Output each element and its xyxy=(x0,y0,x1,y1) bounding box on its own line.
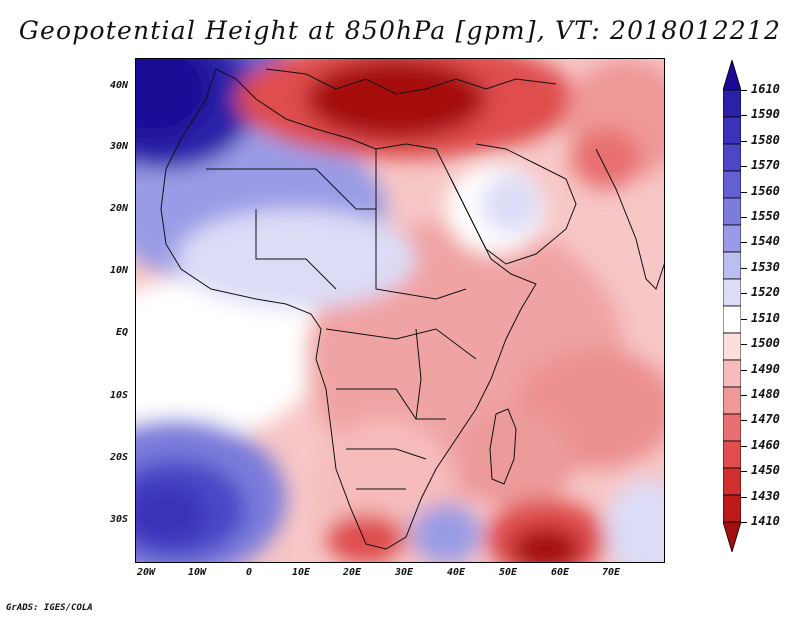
colorbar-tick xyxy=(741,344,747,346)
colorbar-swatch xyxy=(723,278,741,307)
colorbar-swatch xyxy=(723,305,741,334)
colorbar-tick xyxy=(741,115,747,117)
lon-label-10w: 10W xyxy=(187,567,207,578)
colorbar-swatch xyxy=(723,116,741,145)
colorbar-tick xyxy=(741,496,747,498)
colorbar-swatch xyxy=(723,494,741,523)
colorbar-tick xyxy=(741,318,747,320)
colorbar-label: 1410 xyxy=(751,514,780,528)
colorbar-tick xyxy=(741,166,747,168)
lon-label-20e: 20E xyxy=(342,567,362,578)
colorbar-swatch xyxy=(723,143,741,172)
colorbar-swatch xyxy=(723,251,741,280)
colorbar-label: 1460 xyxy=(751,437,780,452)
lon-label-70e: 70E xyxy=(601,567,621,578)
lat-label-10n: 10N xyxy=(109,265,128,276)
colorbar-top-arrow xyxy=(723,60,741,91)
colorbar-swatch xyxy=(723,359,741,388)
lat-label-30n: 30N xyxy=(109,141,128,152)
colorbar-tick xyxy=(741,293,747,295)
colorbar-tick xyxy=(741,522,747,523)
colorbar-label: 1430 xyxy=(751,488,780,503)
colorbar-label: 1580 xyxy=(751,132,780,147)
colorbar-tick xyxy=(741,140,747,142)
lat-label-40n: 40N xyxy=(109,80,128,91)
colorbar-swatch xyxy=(723,332,741,361)
colorbar-label: 1550 xyxy=(751,209,780,224)
colorbar-label: 1510 xyxy=(751,310,780,325)
colorbar-label: 1470 xyxy=(751,412,780,427)
colorbar-label: 1490 xyxy=(751,361,780,376)
colorbar-swatch xyxy=(723,224,741,253)
colorbar-tick xyxy=(741,471,747,473)
colorbar-label: 1530 xyxy=(751,259,780,274)
colorbar-swatch xyxy=(723,386,741,415)
lon-label-30e: 30E xyxy=(394,567,414,578)
colorbar-label: 1450 xyxy=(751,463,780,478)
colorbar-tick xyxy=(741,445,747,447)
colorbar-swatch xyxy=(723,440,741,469)
colorbar-label: 1500 xyxy=(751,336,780,351)
lon-label-60e: 60E xyxy=(550,567,570,578)
colorbar-tick xyxy=(741,420,747,422)
colorbar-tick xyxy=(741,191,747,193)
lat-label-20s: 20S xyxy=(109,452,128,463)
lon-label-0: 0 xyxy=(245,567,253,578)
colorbar-tick xyxy=(741,369,747,371)
colorbar-tick xyxy=(741,217,747,219)
colorbar-swatch xyxy=(723,170,741,199)
colorbar-label: 1610 xyxy=(751,82,780,96)
lat-label-eq: EQ xyxy=(115,327,128,338)
colorbar-label: 1480 xyxy=(751,386,780,401)
colorbar-tick xyxy=(741,242,747,244)
colorbar-tick xyxy=(741,267,747,269)
map-panel xyxy=(135,58,665,563)
colorbar-swatch xyxy=(723,89,741,118)
colorbar-label: 1570 xyxy=(751,158,780,173)
colorbar-label: 1540 xyxy=(751,234,780,249)
lat-label-30s: 30S xyxy=(109,514,128,525)
lat-label-20n: 20N xyxy=(109,203,128,214)
colorbar-swatch xyxy=(723,467,741,496)
coastlines xyxy=(160,68,664,550)
footer-credit: GrADS: IGES/COLA xyxy=(6,603,93,613)
colorbar-swatch xyxy=(723,197,741,226)
colorbar-swatch xyxy=(723,413,741,442)
lon-label-10e: 10E xyxy=(291,567,311,578)
colorbar-label: 1590 xyxy=(751,107,780,122)
colorbar-label: 1560 xyxy=(751,183,780,198)
colorbar xyxy=(723,60,741,552)
field-contours xyxy=(136,59,664,562)
lon-label-20w: 20W xyxy=(136,567,156,578)
map-title: Geopotential Height at 850hPa [gpm], VT:… xyxy=(18,16,782,45)
colorbar-bottom-arrow xyxy=(723,521,741,552)
lon-label-50e: 50E xyxy=(498,567,518,578)
lon-label-40e: 40E xyxy=(446,567,466,578)
lat-label-10s: 10S xyxy=(109,390,128,401)
colorbar-tick xyxy=(741,394,747,396)
colorbar-tick xyxy=(741,90,747,91)
colorbar-label: 1520 xyxy=(751,285,780,300)
height-field-map xyxy=(136,59,664,562)
